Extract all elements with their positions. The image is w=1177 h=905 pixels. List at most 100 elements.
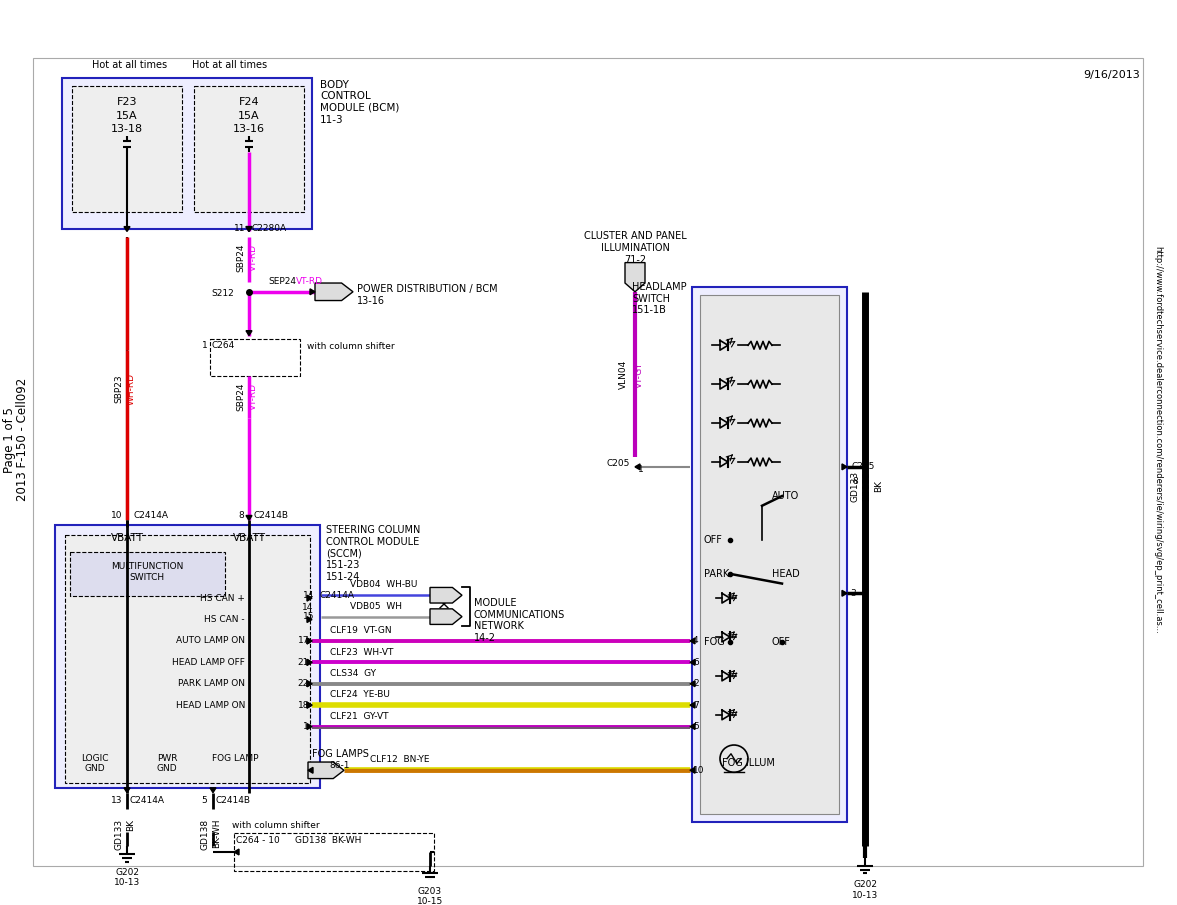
Text: 8: 8 bbox=[852, 477, 858, 486]
Text: 1: 1 bbox=[638, 465, 644, 474]
Polygon shape bbox=[307, 724, 312, 729]
Text: VT-RD: VT-RD bbox=[248, 384, 258, 410]
Text: AUTO: AUTO bbox=[772, 491, 799, 501]
Text: CLS34  GY: CLS34 GY bbox=[330, 669, 375, 678]
Polygon shape bbox=[307, 616, 312, 623]
Text: FOG LAMPS: FOG LAMPS bbox=[312, 748, 368, 758]
Text: PARK: PARK bbox=[704, 569, 730, 579]
Text: C205: C205 bbox=[606, 459, 630, 468]
Text: G202
10-13: G202 10-13 bbox=[114, 868, 140, 887]
Text: 9/16/2013: 9/16/2013 bbox=[1083, 70, 1141, 80]
Text: SEP24: SEP24 bbox=[268, 277, 295, 286]
Text: 11: 11 bbox=[233, 224, 245, 233]
Text: FOG ILLUM: FOG ILLUM bbox=[722, 758, 774, 768]
Bar bbox=[62, 78, 312, 229]
Text: BODY
CONTROL
MODULE (BCM)
11-3: BODY CONTROL MODULE (BCM) 11-3 bbox=[320, 80, 399, 125]
Bar bbox=[210, 339, 300, 376]
Text: 22: 22 bbox=[298, 680, 310, 688]
Text: 13-18: 13-18 bbox=[111, 125, 144, 135]
Text: GD133: GD133 bbox=[114, 819, 124, 850]
Text: VT-RD: VT-RD bbox=[295, 277, 322, 286]
Text: 17: 17 bbox=[298, 636, 310, 645]
Text: CLUSTER AND PANEL
ILLUMINATION
71-2: CLUSTER AND PANEL ILLUMINATION 71-2 bbox=[584, 232, 686, 264]
Polygon shape bbox=[308, 767, 313, 773]
Text: 14: 14 bbox=[301, 604, 313, 613]
Text: SBP24: SBP24 bbox=[237, 243, 246, 272]
Polygon shape bbox=[308, 762, 344, 778]
Text: MODULE
COMMUNICATIONS
NETWORK
14-2: MODULE COMMUNICATIONS NETWORK 14-2 bbox=[474, 598, 565, 643]
Text: 10: 10 bbox=[111, 511, 122, 520]
Text: Page 1 of 5: Page 1 of 5 bbox=[4, 406, 16, 472]
Text: C2414A: C2414A bbox=[129, 795, 165, 805]
Text: C2414B: C2414B bbox=[253, 511, 288, 520]
Polygon shape bbox=[636, 464, 640, 470]
Text: GD138  BK-WH: GD138 BK-WH bbox=[295, 836, 361, 845]
Text: HEADLAMP
SWITCH
151-1B: HEADLAMP SWITCH 151-1B bbox=[632, 282, 686, 315]
Polygon shape bbox=[307, 702, 312, 708]
Polygon shape bbox=[124, 226, 129, 232]
Text: 3: 3 bbox=[850, 589, 856, 598]
Text: FOG LAMP: FOG LAMP bbox=[212, 754, 258, 763]
Text: Hot at all times: Hot at all times bbox=[192, 60, 267, 70]
Polygon shape bbox=[307, 660, 312, 665]
Text: AUTO LAMP ON: AUTO LAMP ON bbox=[177, 636, 245, 645]
Polygon shape bbox=[234, 849, 239, 855]
Polygon shape bbox=[842, 590, 847, 596]
Text: 4: 4 bbox=[693, 636, 699, 645]
Text: LOGIC
GND: LOGIC GND bbox=[81, 754, 108, 773]
Text: G202
10-13: G202 10-13 bbox=[852, 881, 878, 900]
Text: HS CAN +: HS CAN + bbox=[200, 594, 245, 603]
Text: GD133: GD133 bbox=[851, 471, 859, 502]
Text: http://www.fordtechservice.dealerconnection.com/renderers/ie/wiring/svg/ep_print: http://www.fordtechservice.dealerconnect… bbox=[1153, 246, 1163, 634]
Bar bbox=[700, 295, 839, 814]
Text: GD133: GD133 bbox=[863, 471, 871, 502]
Polygon shape bbox=[430, 587, 463, 603]
Polygon shape bbox=[210, 788, 217, 793]
Text: Hot at all times: Hot at all times bbox=[93, 60, 167, 70]
Bar bbox=[55, 525, 320, 788]
Text: OFF: OFF bbox=[772, 637, 791, 647]
Polygon shape bbox=[246, 516, 252, 520]
Text: 10: 10 bbox=[693, 766, 705, 775]
Polygon shape bbox=[307, 638, 312, 643]
Text: C2414A: C2414A bbox=[320, 591, 355, 600]
Text: VBATT: VBATT bbox=[233, 533, 266, 543]
Polygon shape bbox=[310, 289, 315, 295]
Text: 21: 21 bbox=[298, 658, 310, 667]
Text: SBP24: SBP24 bbox=[237, 383, 246, 411]
Bar bbox=[194, 86, 304, 212]
Text: HEAD LAMP OFF: HEAD LAMP OFF bbox=[172, 658, 245, 667]
Polygon shape bbox=[430, 609, 463, 624]
Polygon shape bbox=[690, 724, 694, 729]
Polygon shape bbox=[842, 464, 847, 470]
Text: F24: F24 bbox=[239, 97, 259, 108]
Text: CLF21  GY-VT: CLF21 GY-VT bbox=[330, 711, 388, 720]
Text: 13-16: 13-16 bbox=[233, 125, 265, 135]
Text: with column shifter: with column shifter bbox=[232, 821, 320, 830]
Text: 15A: 15A bbox=[117, 111, 138, 121]
Text: 1: 1 bbox=[202, 341, 208, 350]
Bar bbox=[72, 86, 182, 212]
Text: HS CAN -: HS CAN - bbox=[205, 615, 245, 624]
Text: S212: S212 bbox=[211, 290, 234, 299]
Bar bbox=[692, 287, 847, 822]
Bar bbox=[234, 833, 434, 872]
Text: 13: 13 bbox=[111, 795, 122, 805]
Polygon shape bbox=[307, 681, 312, 687]
Polygon shape bbox=[307, 681, 312, 687]
Text: 7: 7 bbox=[693, 700, 699, 710]
Polygon shape bbox=[246, 330, 252, 336]
Text: C2414B: C2414B bbox=[215, 795, 250, 805]
Text: 15A: 15A bbox=[238, 111, 260, 121]
Text: SBP23: SBP23 bbox=[114, 375, 124, 404]
Text: C2280A: C2280A bbox=[252, 224, 287, 233]
Text: 6: 6 bbox=[693, 658, 699, 667]
Text: GD138: GD138 bbox=[200, 819, 210, 850]
Text: BK: BK bbox=[875, 481, 884, 492]
Text: BK-WH: BK-WH bbox=[213, 819, 221, 848]
Polygon shape bbox=[690, 638, 694, 643]
Text: 14: 14 bbox=[302, 591, 314, 600]
Text: 15: 15 bbox=[302, 612, 314, 621]
Text: WH-RD: WH-RD bbox=[126, 373, 135, 405]
Text: 5: 5 bbox=[201, 795, 207, 805]
